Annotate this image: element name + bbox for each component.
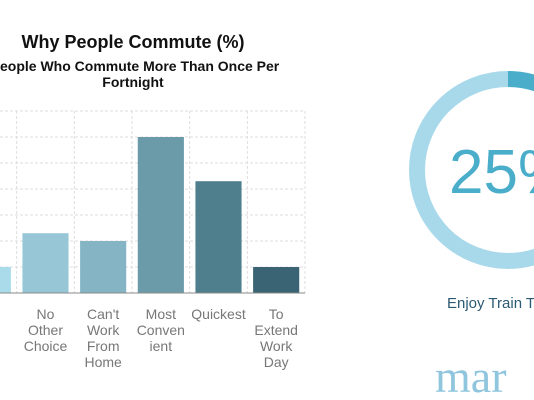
x-tick-label-line: Work	[87, 322, 120, 338]
x-tick-label-line: Day	[264, 354, 289, 370]
chart-subtitle: eople Who Commute More Than Once Per Fort…	[0, 58, 280, 90]
x-tick-label: Can't Work From Home	[84, 306, 122, 370]
x-tick-label-line: From	[87, 338, 120, 354]
bar	[0, 267, 11, 293]
x-tick-label-line: Work	[260, 338, 293, 354]
x-tick-label-line: Quickest	[191, 306, 246, 322]
bar	[22, 233, 69, 293]
x-tick-label: No Other Choice	[24, 306, 68, 354]
x-tick-label-line: Other	[28, 322, 63, 338]
donut-caption: Enjoy Train T	[447, 295, 534, 312]
x-tick-label-line: Choice	[24, 338, 68, 354]
x-tick-label-line: Extend	[254, 322, 298, 338]
x-tick-label: To Extend Work Day	[254, 306, 298, 370]
x-tick-label-line: To	[269, 306, 284, 322]
x-tick-label: Quickest	[191, 306, 246, 322]
chart-subtitle-line: Fortnight	[102, 74, 164, 90]
bar	[80, 241, 127, 293]
chart-subtitle-line: eople Who Commute More Than Once Per	[0, 58, 280, 74]
x-tick-label-line: Can't	[87, 306, 119, 322]
x-tick-label-line: ient	[150, 338, 173, 354]
x-tick-label: Most Conven ient	[137, 306, 185, 354]
chart-title: Why People Commute (%)	[21, 32, 244, 52]
donut-segment	[507, 71, 534, 92]
bar	[195, 181, 242, 293]
logo: mar	[435, 351, 507, 400]
x-tick-label-line: Conven	[137, 322, 185, 338]
x-tick-label-line: No	[37, 306, 55, 322]
x-tick-label-line: Most	[146, 306, 176, 322]
donut-value-label: 25%	[449, 138, 534, 207]
bar	[137, 137, 184, 293]
bar	[253, 267, 300, 293]
x-tick-label-line: Home	[84, 354, 122, 370]
